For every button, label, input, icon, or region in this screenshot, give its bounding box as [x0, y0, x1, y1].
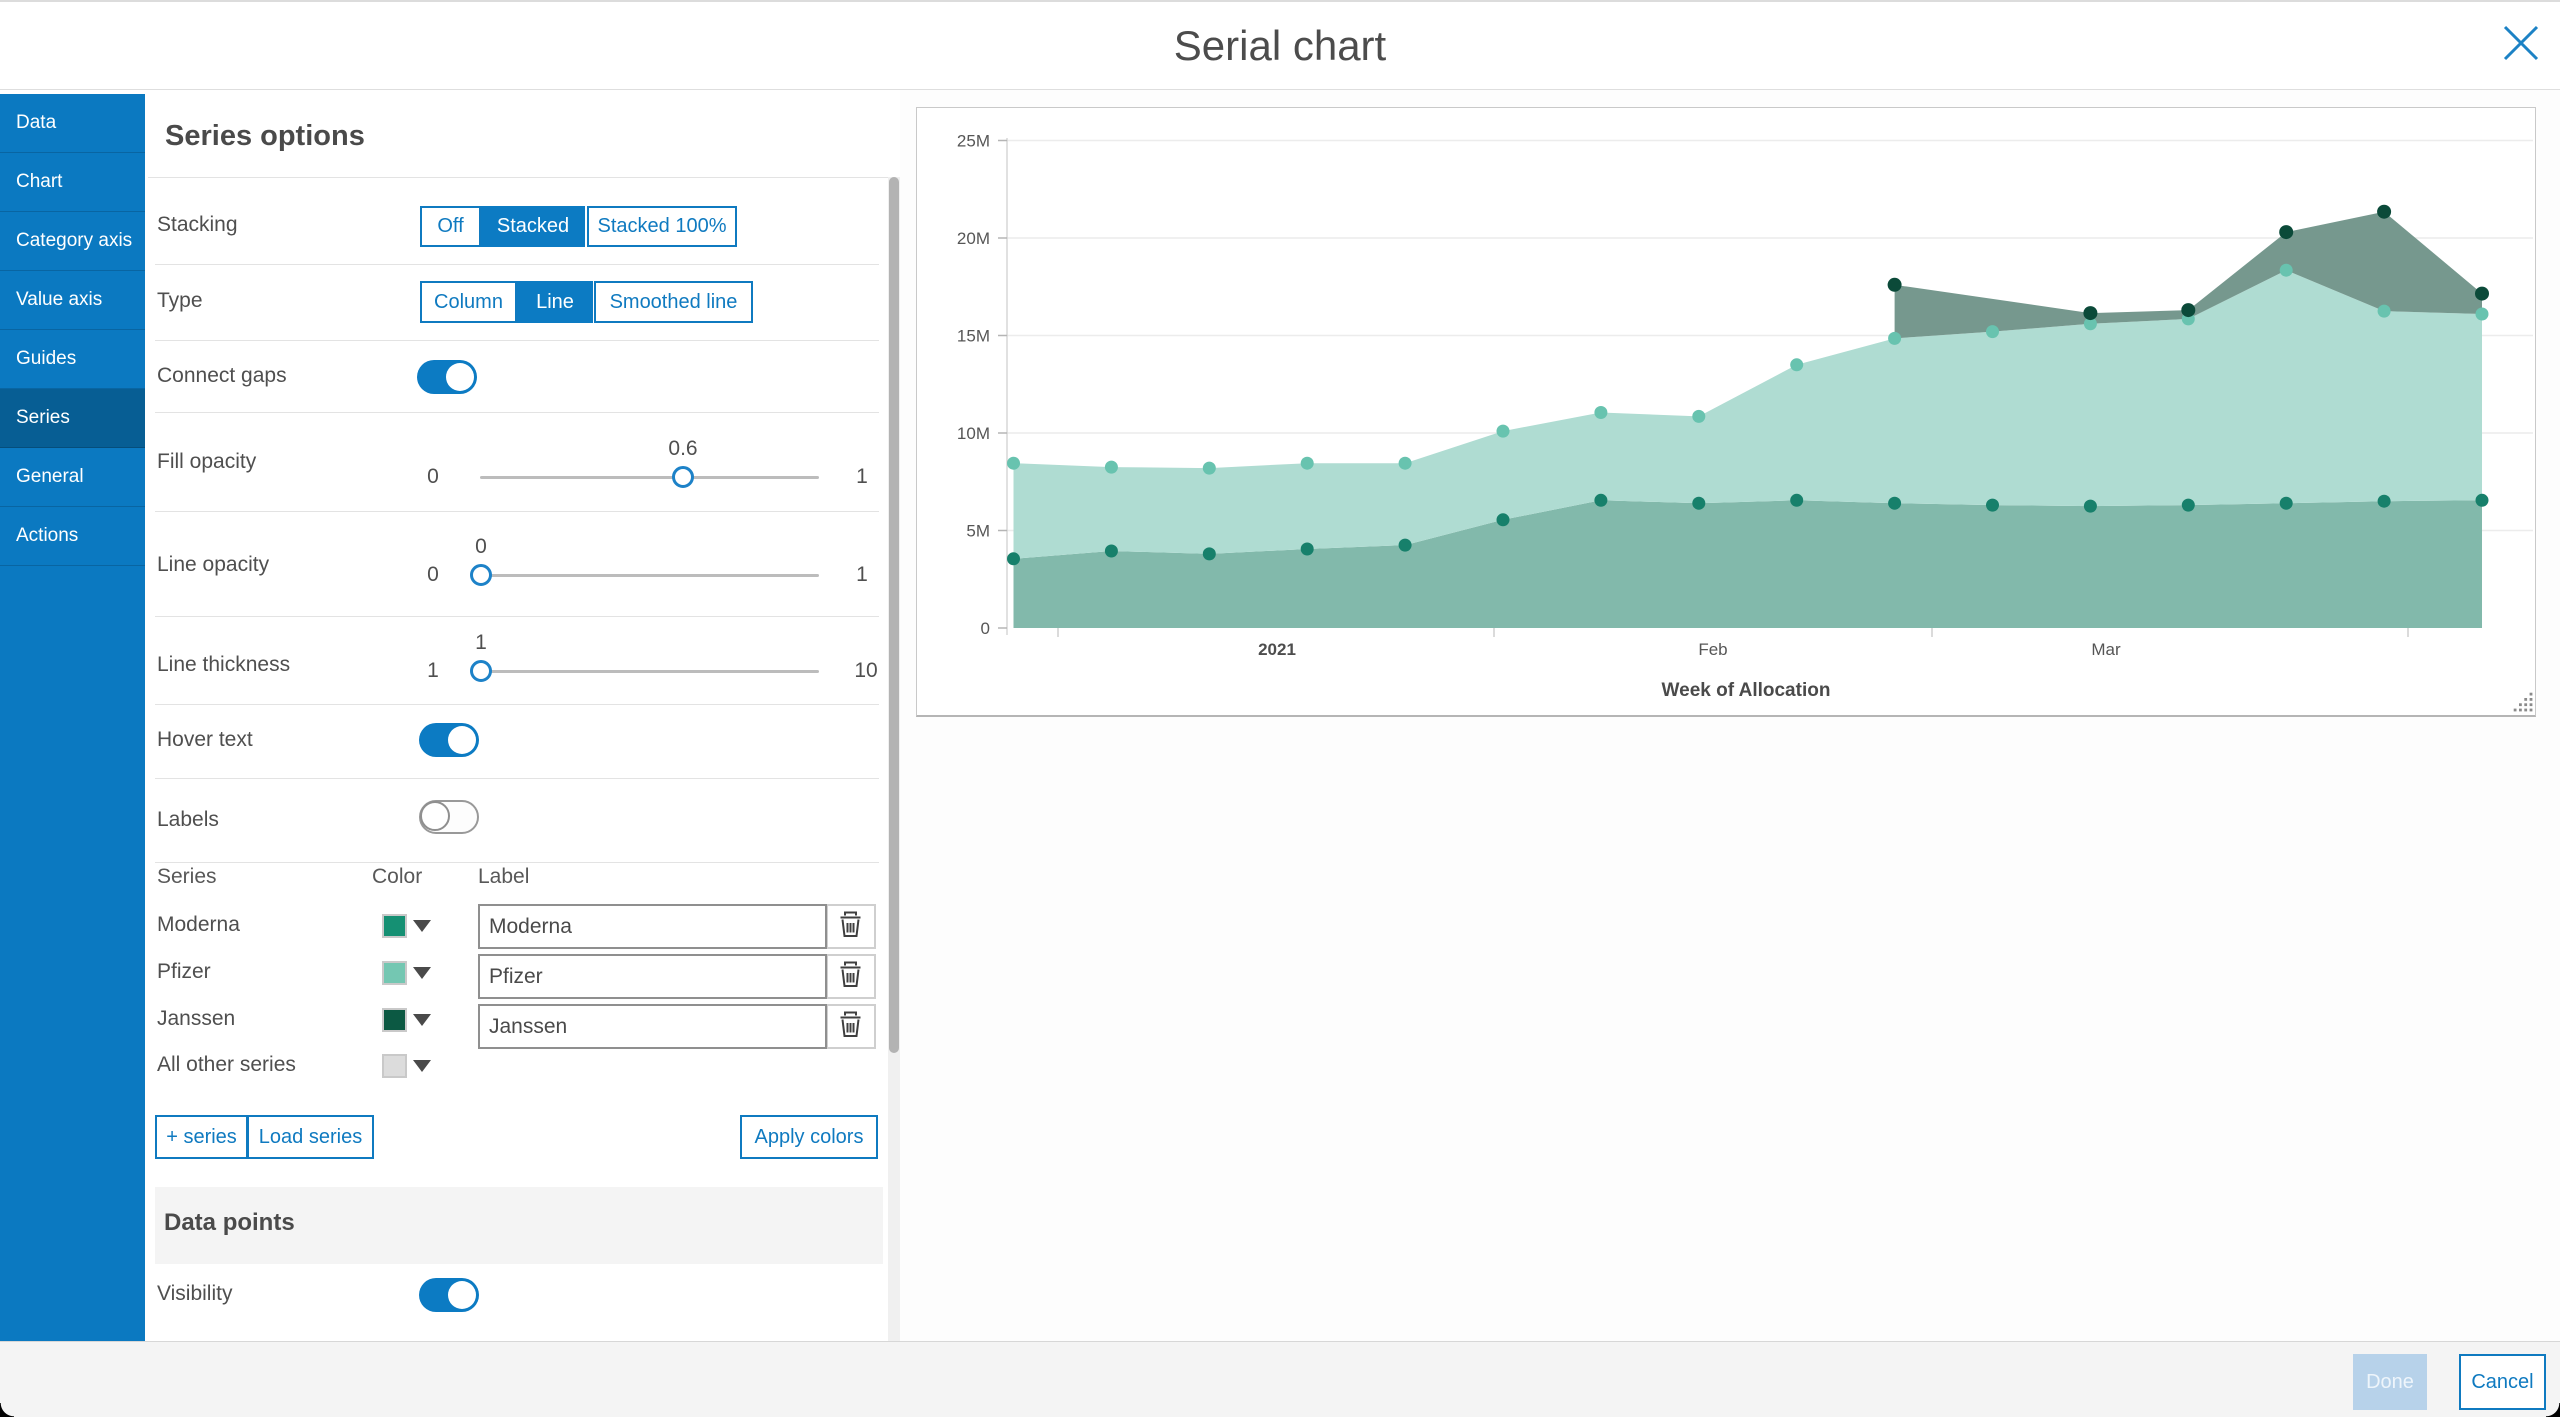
svg-text:Week of Allocation: Week of Allocation [1662, 680, 1831, 701]
svg-text:10M: 10M [957, 424, 990, 443]
svg-text:20M: 20M [957, 229, 990, 248]
svg-text:5M: 5M [966, 522, 990, 541]
svg-text:25M: 25M [957, 132, 990, 151]
svg-text:15M: 15M [957, 327, 990, 346]
svg-text:Mar: Mar [2091, 640, 2121, 659]
svg-text:0: 0 [981, 619, 990, 638]
svg-text:2021: 2021 [1258, 640, 1296, 659]
svg-text:Feb: Feb [1698, 640, 1727, 659]
